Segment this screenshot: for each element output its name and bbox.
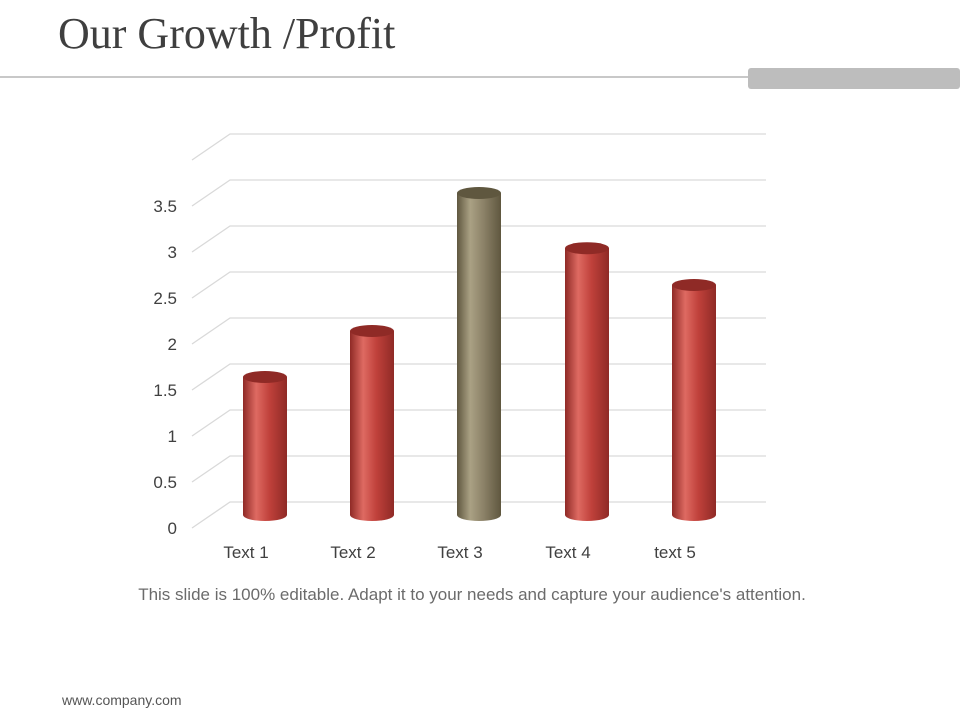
bar [350,325,394,521]
y-tick-label: 0.5 [153,473,177,492]
x-category-label: Text 4 [545,543,590,562]
chart-bars [243,187,716,521]
y-tick-label: 3 [168,243,177,262]
x-category-label: Text 3 [437,543,482,562]
bar-body [350,331,394,521]
y-tick-label: 1 [168,427,177,446]
bar-body [457,193,501,521]
x-category-label: Text 2 [330,543,375,562]
y-axis-ticks: 0 0.5 1 1.5 2 2.5 3 3.5 [153,197,177,538]
bar-top [672,279,716,291]
bar-body [243,377,287,521]
gridline [191,225,766,253]
footer-url: www.company.com [62,692,182,708]
bar [672,279,716,521]
x-category-label: Text 1 [223,543,268,562]
y-tick-label: 2 [168,335,177,354]
y-tick-label: 0 [168,519,177,538]
bar-body [565,248,609,521]
title-accent-tab [748,68,960,89]
x-axis-categories: Text 1 Text 2 Text 3 Text 4 text 5 [223,543,695,562]
y-tick-label: 1.5 [153,381,177,400]
gridline [191,133,766,161]
bar [457,187,501,521]
slide-title: Our Growth /Profit [58,9,396,58]
y-tick-label: 2.5 [153,289,177,308]
gridline [191,179,766,207]
x-category-label: text 5 [654,543,696,562]
bar [565,242,609,521]
bar-top [457,187,501,199]
y-tick-label: 3.5 [153,197,177,216]
bar-top [243,371,287,383]
bar-top [350,325,394,337]
bar-body [672,285,716,521]
title-divider [0,76,750,78]
slide-caption: This slide is 100% editable. Adapt it to… [138,585,806,604]
bar-top [565,242,609,255]
bar [243,371,287,521]
